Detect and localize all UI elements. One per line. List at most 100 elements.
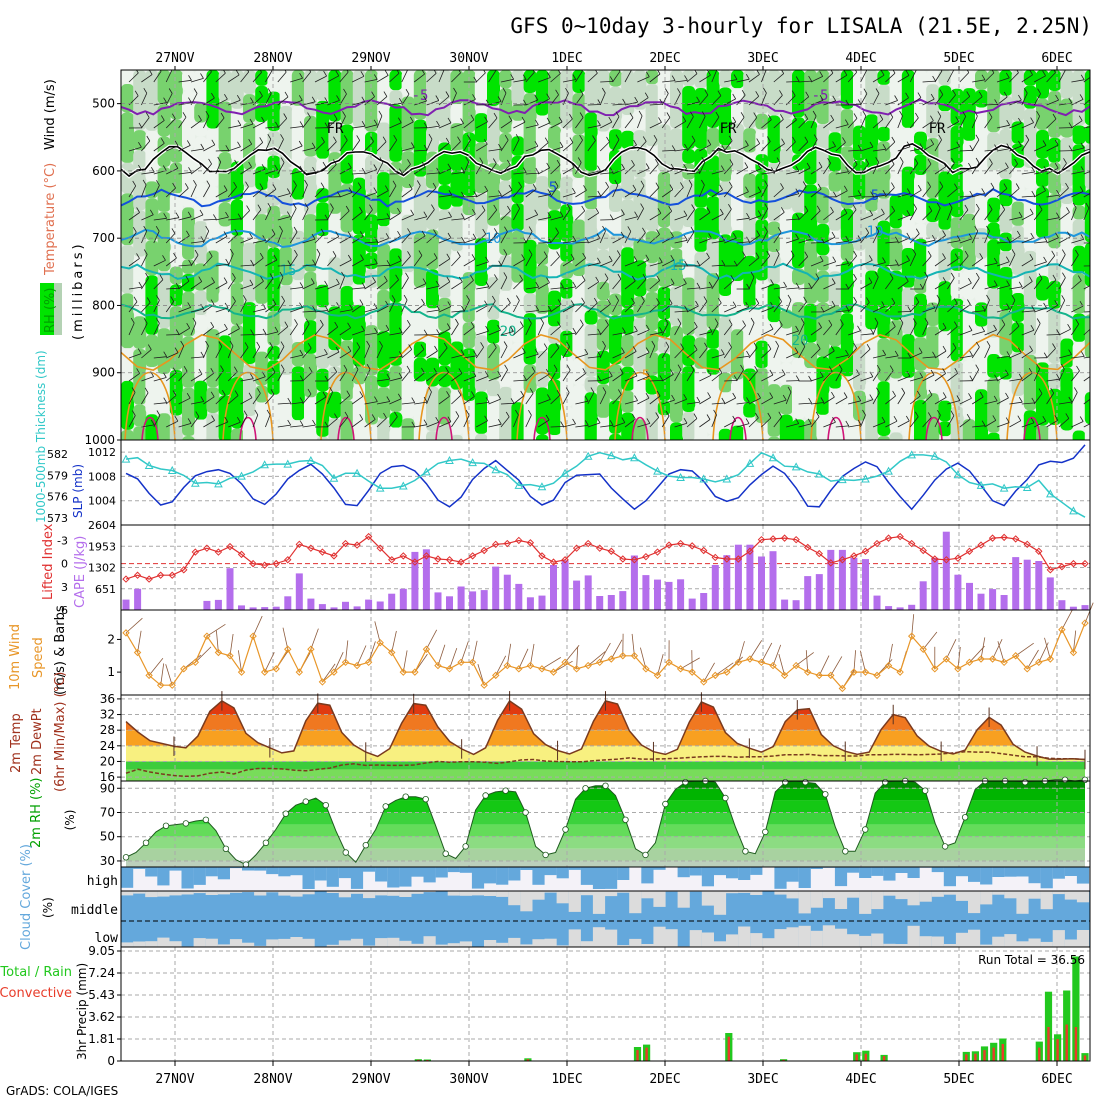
wind-barb <box>847 347 857 359</box>
wind-barb-flag <box>146 135 151 142</box>
lifted-index-point <box>422 552 431 560</box>
wind-barb <box>823 211 834 221</box>
wind-barb <box>302 147 316 152</box>
wind-barb-flag <box>200 396 205 402</box>
wind-barb <box>575 162 582 175</box>
wind-barb-flag <box>421 367 425 374</box>
wind-barb-flag <box>986 294 990 301</box>
rh-cell <box>853 343 866 391</box>
wind-barb <box>525 353 539 359</box>
wind-barb <box>426 209 435 221</box>
wind-barb-flag <box>597 328 602 335</box>
wind-barb <box>587 302 598 313</box>
rh-cell <box>548 343 561 380</box>
wind-barb-flag <box>261 164 266 170</box>
wind-barb <box>674 93 681 106</box>
wind-barb-flag <box>407 159 411 165</box>
low-cloud-gap <box>786 927 799 947</box>
wind-barb-flag <box>332 250 337 257</box>
contour-label: FR <box>720 121 737 137</box>
rh2m-point <box>202 816 210 823</box>
wind-barb-flag <box>443 70 444 71</box>
wind-barb-flag <box>503 272 508 278</box>
rh-cell <box>389 411 403 428</box>
rh-cell <box>670 189 683 232</box>
rh-cell <box>291 167 305 200</box>
wind-barb <box>228 218 242 221</box>
wind-barb-flag <box>770 167 775 173</box>
wind-barb-flag <box>346 390 351 396</box>
middle-cloud-gap <box>1076 891 1090 903</box>
low-cloud-gap <box>568 929 581 947</box>
low-cloud-gap <box>399 940 412 947</box>
wind-barb-flag <box>237 120 242 126</box>
low-cloud-gap <box>653 926 666 947</box>
low-cloud-gap <box>871 933 884 947</box>
wind-barb <box>637 141 647 152</box>
wind-barb-flag <box>780 114 784 120</box>
rh-cell <box>377 331 391 370</box>
wind-barb-flag <box>1006 143 1011 149</box>
wind-barb-flag <box>267 133 272 140</box>
wind-barb-flag <box>807 418 812 425</box>
rh-cell <box>474 142 488 194</box>
wind-barb <box>339 327 351 336</box>
rh-cell <box>975 89 988 108</box>
low-cloud-gap <box>169 941 182 947</box>
wind-barb <box>649 122 662 129</box>
wind-barb-flag <box>406 365 411 372</box>
wind-barb-flag <box>732 116 737 123</box>
wind10m-point <box>122 629 130 637</box>
rh-cell <box>230 283 244 326</box>
wind-barb <box>1071 238 1085 244</box>
rh-cell <box>743 198 757 256</box>
wind-barb-flag <box>386 373 391 380</box>
wind-barb-flag <box>801 341 806 347</box>
rh-cell <box>182 259 195 274</box>
rh-cell <box>389 90 403 105</box>
wind-barb-flag <box>225 211 229 218</box>
rh-cell <box>279 374 293 426</box>
wind-barb-flag <box>360 71 365 77</box>
wind-barb <box>302 238 316 244</box>
wind-barb-flag <box>447 416 452 422</box>
low-cloud-gap <box>617 945 630 947</box>
wind-barb-flag <box>131 387 136 393</box>
rh-cell <box>560 128 574 177</box>
wind-barb <box>525 124 539 129</box>
wind-barb <box>872 119 884 129</box>
wind-barb <box>959 167 972 175</box>
rh-cell <box>621 149 635 200</box>
cape-bar <box>422 549 430 610</box>
wind-barb <box>1071 79 1085 83</box>
wind-barb-flag <box>406 319 411 326</box>
wind-barb-flag <box>691 204 695 210</box>
wind-barb-flag <box>1065 413 1070 419</box>
wind10m-point <box>619 652 627 660</box>
wind-barb-flag <box>528 318 532 324</box>
wind10m-barb <box>148 658 164 676</box>
wind-barb <box>637 397 650 405</box>
thickness-point <box>814 469 824 478</box>
wind-barb <box>562 369 571 382</box>
wind-barb-flag <box>802 181 807 187</box>
wind-barb <box>352 75 365 83</box>
wind-barb-flag <box>461 191 465 198</box>
wind-barb-flag <box>421 70 425 75</box>
wind-barb <box>686 184 693 198</box>
wind-barb <box>166 287 180 290</box>
wind-barb <box>786 218 800 221</box>
wind-barb-flag <box>316 248 321 255</box>
rh-cell <box>828 424 842 440</box>
middle-cloud-gap <box>459 891 472 896</box>
wind-barb <box>513 172 527 175</box>
lifted-index-point <box>549 558 558 566</box>
middle-cloud-gap <box>980 891 993 905</box>
wind-barb-flag <box>968 393 972 399</box>
wind-barb-flag <box>366 340 370 347</box>
wind-barb-flag <box>572 187 576 194</box>
wind-barb-flag <box>299 121 304 127</box>
rh-cell <box>633 238 647 261</box>
wind-barb <box>327 351 340 359</box>
wind-barb <box>971 346 980 359</box>
